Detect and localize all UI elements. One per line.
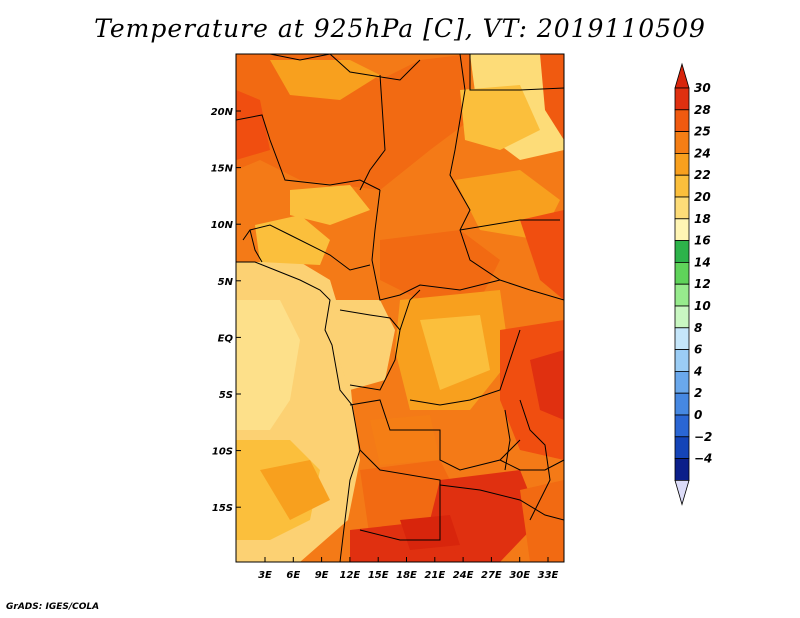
lon-tick-label: 9E [315,570,329,581]
lon-tick-label: 18E [396,570,417,581]
colorbar-label: 30 [694,81,711,95]
colorbar-swatch [674,218,690,242]
colorbar-label: 4 [693,364,702,378]
colorbar-label: 24 [694,146,711,160]
colorbar-label: −4 [694,452,712,466]
lat-tick-label: 20N [211,107,234,118]
colorbar-label: 6 [694,343,702,357]
colorbar-swatch [674,283,690,307]
colorbar-swatch [674,261,690,285]
grads-credit: GrADS: IGES/COLA [6,602,100,612]
lat-tick-label: 15N [211,164,234,175]
latitude-axis: 20N 15N 10N 5N EQ 5S 10S 15S [211,107,241,514]
lon-tick-label: 24E [453,570,474,581]
temperature-field [236,54,564,562]
colorbar-swatch [674,240,690,263]
map-title: Temperature at 925hPa [C], VT: 201911050… [94,14,706,43]
colorbar-swatch [674,109,690,133]
colorbar-swatch [674,349,690,372]
colorbar-label: 2 [694,386,702,400]
colorbar-label: 18 [694,212,711,226]
lat-tick-label: 15S [212,503,233,514]
colorbar-swatch [674,414,690,438]
colorbar-label: 8 [694,321,702,335]
colorbar-swatch [674,370,690,394]
colorbar-label: 28 [694,103,711,117]
lon-tick-label: 6E [286,570,300,581]
colorbar-label: 14 [694,255,711,269]
lon-tick-label: 30E [509,570,530,581]
colorbar-swatch [674,458,690,481]
colorbar-label: 16 [694,234,711,248]
lon-tick-label: 33E [538,570,559,581]
colorbar-swatch [674,392,690,416]
colorbar-swatch [674,196,690,220]
lat-tick-label: 5S [219,390,233,401]
colorbar-bottom-arrow [674,480,690,506]
country-borders [236,54,564,562]
lat-tick-label: 5N [218,277,234,288]
colorbar-label: −2 [694,430,712,444]
lon-tick-label: 12E [340,570,361,581]
lon-tick-label: 27E [481,570,502,581]
colorbar-label: 20 [694,190,711,204]
lon-tick-label: 21E [424,570,445,581]
colorbar-label: 12 [694,277,711,291]
lat-tick-label: 10S [212,447,233,458]
colorbar-label: 10 [694,299,711,313]
colorbar-label: 25 [694,125,711,139]
colorbar-swatch [674,87,690,111]
longitude-axis: 3E 6E 9E 12E 15E 18E 21E 24E 27E 30E 33E [258,557,559,581]
colorbar-swatch [674,305,690,329]
colorbar-swatch [674,436,690,459]
colorbar-label: 0 [694,408,702,422]
colorbar-swatch [674,152,690,176]
colorbar-swatch [674,327,690,350]
map-frame [235,53,565,563]
lon-tick-label: 15E [368,570,389,581]
colorbar-label: 22 [694,168,711,182]
lat-tick-label: 10N [211,220,234,231]
colorbar-swatch [674,131,690,154]
lon-tick-label: 3E [258,570,272,581]
colorbar-swatch [674,174,690,198]
colorbar-top-arrow [674,62,690,89]
lat-tick-label: EQ [218,333,234,344]
